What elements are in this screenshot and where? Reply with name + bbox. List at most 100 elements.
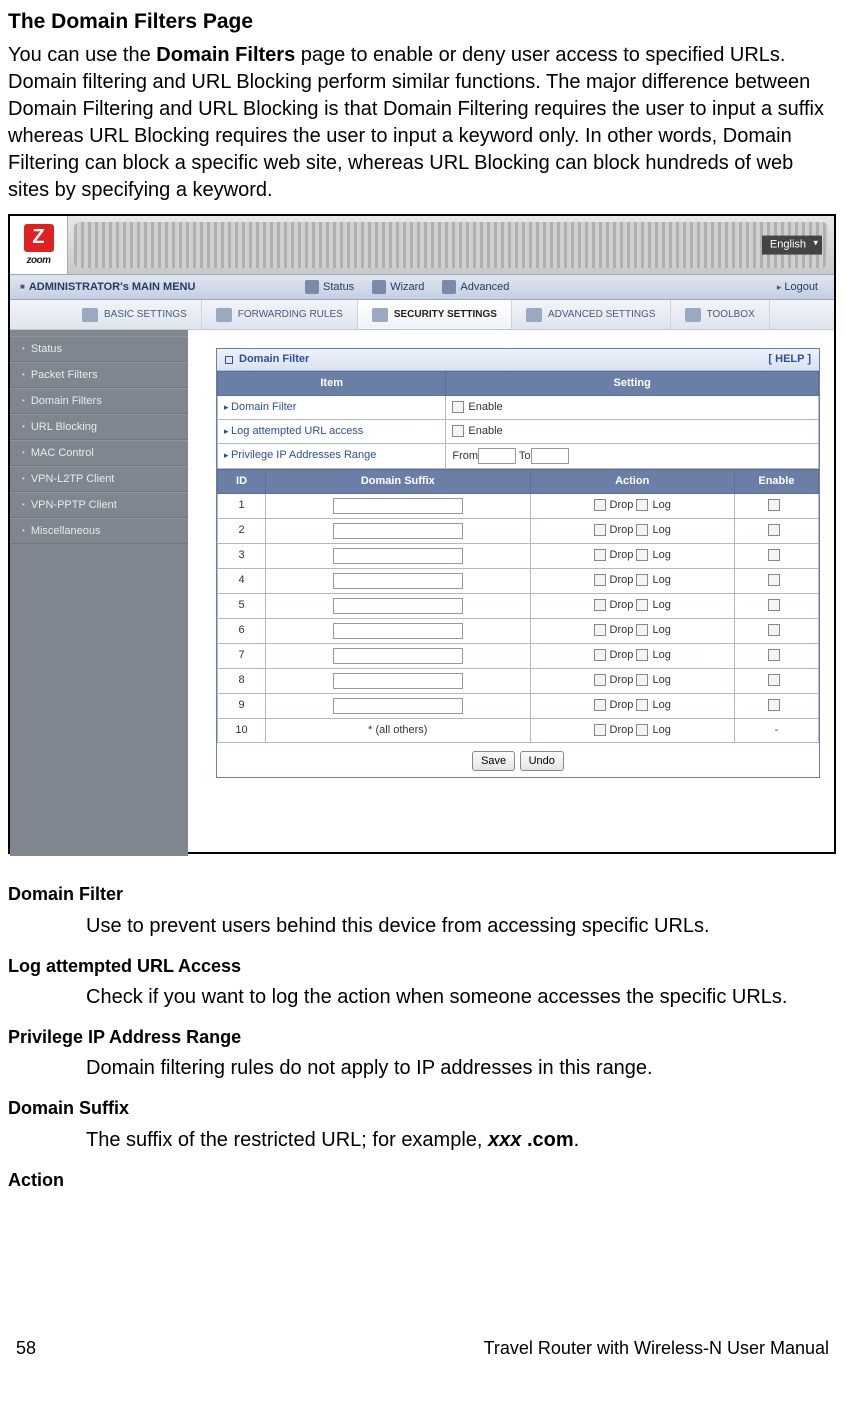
sidebar-item-vpn-l2tp[interactable]: VPN-L2TP Client [10, 466, 188, 492]
drop-checkbox[interactable] [594, 624, 606, 636]
enable-rule-checkbox[interactable] [768, 699, 780, 711]
domain-suffix-input[interactable] [333, 598, 463, 614]
log-checkbox[interactable] [636, 499, 648, 511]
row-range-setting: From To [446, 443, 819, 468]
row-range-label: Privilege IP Addresses Range [218, 443, 446, 468]
table-row: 8Drop Log [218, 668, 819, 693]
main-menu-status[interactable]: Status [305, 280, 372, 295]
ip-to-input[interactable] [531, 448, 569, 464]
logo-z-icon: Z [24, 224, 54, 252]
table-row: 2Drop Log [218, 518, 819, 543]
drop-checkbox[interactable] [594, 524, 606, 536]
save-button[interactable]: Save [472, 751, 515, 772]
col-id: ID [218, 469, 266, 493]
wizard-icon [372, 280, 386, 294]
panel-title: Domain Filter [239, 352, 309, 367]
topbar-decoration: English [74, 222, 828, 268]
sidebar-item-domain-filters[interactable]: Domain Filters [10, 388, 188, 414]
sidebar-item-status[interactable]: Status [10, 336, 188, 362]
sidebar-item-url-blocking[interactable]: URL Blocking [10, 414, 188, 440]
col-item: Item [218, 372, 446, 396]
content-area: Domain Filter [ HELP ] Item Setting Doma… [188, 330, 834, 856]
enable-rule-checkbox[interactable] [768, 574, 780, 586]
domain-suffix-input[interactable] [333, 573, 463, 589]
drop-checkbox[interactable] [594, 574, 606, 586]
drop-checkbox[interactable] [594, 599, 606, 611]
log-checkbox[interactable] [636, 624, 648, 636]
table-row: 4Drop Log [218, 568, 819, 593]
rule-enable-cell [734, 568, 818, 593]
tab-forwarding-rules[interactable]: FORWARDING RULES [202, 300, 358, 329]
log-checkbox[interactable] [636, 674, 648, 686]
rule-suffix-cell [266, 493, 530, 518]
sidebar-item-vpn-pptp[interactable]: VPN-PPTP Client [10, 492, 188, 518]
domain-suffix-input[interactable] [333, 623, 463, 639]
settings-tabs: BASIC SETTINGS FORWARDING RULES SECURITY… [10, 300, 834, 330]
intro-paragraph: You can use the Domain Filters page to e… [8, 42, 837, 204]
enable-rule-checkbox[interactable] [768, 524, 780, 536]
rules-table: ID Domain Suffix Action Enable 1Drop Log… [217, 469, 819, 743]
tab-advanced-settings[interactable]: ADVANCED SETTINGS [512, 300, 671, 329]
log-checkbox[interactable] [636, 574, 648, 586]
log-checkbox[interactable] [636, 649, 648, 661]
intro-text-post: page to enable or deny user access to sp… [8, 44, 824, 201]
enable-rule-checkbox[interactable] [768, 549, 780, 561]
enable-rule-checkbox[interactable] [768, 674, 780, 686]
domain-suffix-input[interactable] [333, 523, 463, 539]
drop-checkbox[interactable] [594, 649, 606, 661]
domain-suffix-input[interactable] [333, 698, 463, 714]
sidebar-item-miscellaneous[interactable]: Miscellaneous [10, 518, 188, 544]
domain-suffix-input[interactable] [333, 498, 463, 514]
enable-rule-checkbox[interactable] [768, 599, 780, 611]
rule-enable-cell [734, 543, 818, 568]
rule-id: 6 [218, 618, 266, 643]
undo-button[interactable]: Undo [520, 751, 564, 772]
language-dropdown[interactable]: English [762, 236, 822, 255]
log-checkbox[interactable] [636, 549, 648, 561]
rule-suffix-cell [266, 568, 530, 593]
status-icon [305, 280, 319, 294]
rule-enable-cell: - [734, 718, 818, 742]
sidebar-item-mac-control[interactable]: MAC Control [10, 440, 188, 466]
col-suffix: Domain Suffix [266, 469, 530, 493]
enable-log-checkbox[interactable] [452, 425, 464, 437]
drop-checkbox[interactable] [594, 674, 606, 686]
domain-suffix-input[interactable] [333, 648, 463, 664]
main-menu-wizard[interactable]: Wizard [372, 280, 442, 295]
log-checkbox[interactable] [636, 524, 648, 536]
rule-id: 8 [218, 668, 266, 693]
enable-rule-checkbox[interactable] [768, 649, 780, 661]
security-icon [372, 308, 388, 322]
drop-checkbox[interactable] [594, 549, 606, 561]
topbar: Z zoom English [10, 216, 834, 274]
rule-suffix-cell [266, 593, 530, 618]
desc-suffix-body: The suffix of the restricted URL; for ex… [86, 1127, 837, 1154]
tab-toolbox[interactable]: TOOLBOX [671, 300, 770, 329]
row-domain-filter-label: Domain Filter [218, 396, 446, 420]
log-checkbox[interactable] [636, 599, 648, 611]
log-checkbox[interactable] [636, 699, 648, 711]
ip-from-input[interactable] [478, 448, 516, 464]
drop-checkbox[interactable] [594, 699, 606, 711]
logo: Z zoom [10, 216, 68, 274]
main-menu-logout[interactable]: Logout [777, 280, 834, 295]
rule-action-cell: Drop Log [530, 693, 734, 718]
domain-suffix-input[interactable] [333, 548, 463, 564]
row-log-setting: Enable [446, 420, 819, 444]
rule-id: 9 [218, 693, 266, 718]
logo-text: zoom [26, 254, 50, 268]
drop-checkbox[interactable] [594, 499, 606, 511]
table-row: 10* (all others)Drop Log- [218, 718, 819, 742]
tab-security-settings[interactable]: SECURITY SETTINGS [358, 300, 512, 329]
panel-header: Domain Filter [ HELP ] [217, 349, 819, 371]
sidebar-item-packet-filters[interactable]: Packet Filters [10, 362, 188, 388]
drop-checkbox[interactable] [594, 724, 606, 736]
main-menu-advanced[interactable]: Advanced [442, 280, 527, 295]
enable-domain-filter-checkbox[interactable] [452, 401, 464, 413]
help-link[interactable]: [ HELP ] [768, 352, 811, 367]
enable-rule-checkbox[interactable] [768, 499, 780, 511]
domain-suffix-input[interactable] [333, 673, 463, 689]
log-checkbox[interactable] [636, 724, 648, 736]
enable-rule-checkbox[interactable] [768, 624, 780, 636]
tab-basic-settings[interactable]: BASIC SETTINGS [68, 300, 202, 329]
